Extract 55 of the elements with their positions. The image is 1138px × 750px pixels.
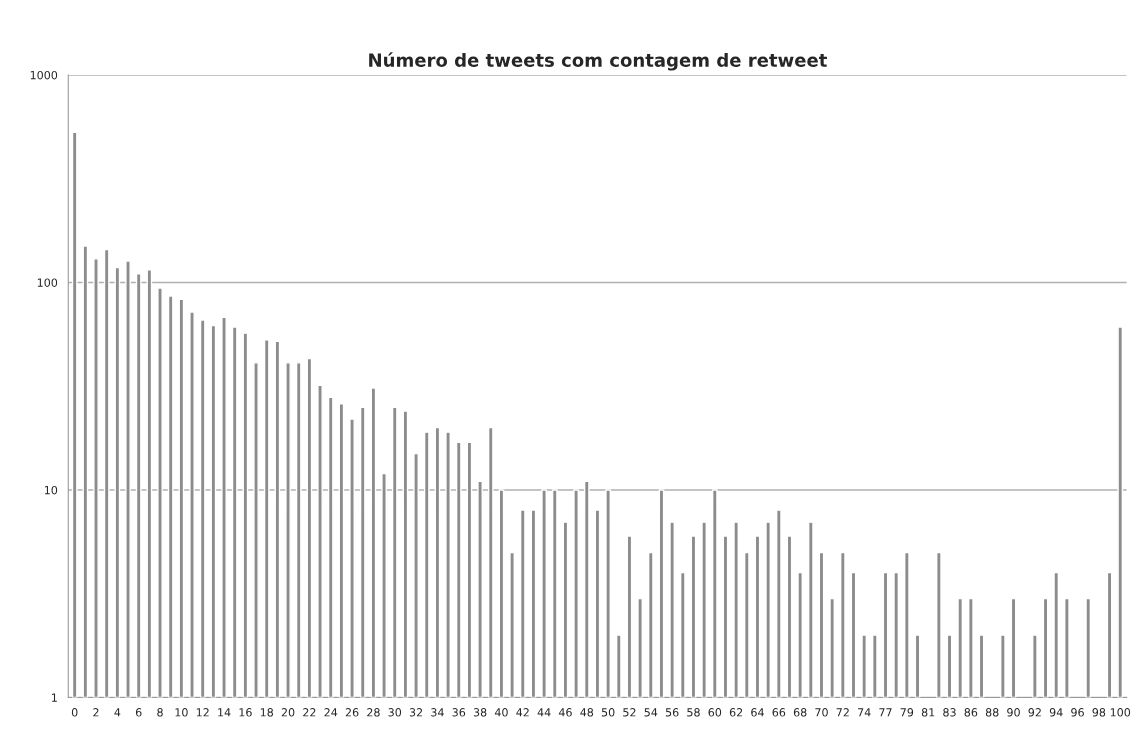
x-tick-label: 26	[345, 708, 359, 717]
x-tick-label: 46	[558, 708, 572, 717]
x-tick-label: 20	[281, 708, 295, 717]
x-tick-label: 68	[793, 708, 807, 717]
x-tick-label: 81	[921, 708, 935, 717]
y-tick-label: 10	[44, 485, 58, 495]
x-tick-label: 48	[580, 708, 594, 717]
x-tick-label: 90	[1007, 708, 1020, 717]
x-tick-label: 70	[815, 708, 828, 717]
x-tick-label: 18	[260, 708, 274, 717]
x-tick-label: 58	[687, 708, 700, 717]
x-tick-label: 42	[516, 708, 529, 717]
x-tick-label: 60	[708, 708, 722, 717]
x-tick-label: 66	[772, 708, 786, 717]
x-tick-label: 8	[157, 708, 163, 717]
x-tick-label: 94	[1049, 708, 1063, 717]
x-tick-label: 64	[751, 708, 764, 717]
x-tick-label: 100	[1110, 708, 1131, 717]
x-tick-label: 6	[135, 708, 142, 717]
x-tick-label: 50	[601, 708, 615, 717]
x-tick-label: 2	[93, 708, 99, 717]
x-tick-label: 28	[367, 708, 380, 717]
x-tick-label: 38	[473, 708, 487, 717]
x-tick-label: 79	[900, 708, 914, 717]
x-tick-label: 62	[729, 708, 743, 717]
y-tick-label: 1000	[30, 70, 58, 80]
x-tick-label: 32	[409, 708, 423, 717]
x-tick-label: 36	[452, 708, 466, 717]
x-tick-label: 14	[218, 708, 231, 717]
x-tick-label: 44	[537, 708, 551, 717]
x-tick-label: 54	[644, 708, 658, 717]
x-tick-label: 72	[836, 708, 849, 717]
x-tick-label: 52	[623, 708, 636, 717]
x-tick-label: 16	[239, 708, 252, 717]
x-tick-label: 12	[196, 708, 209, 717]
x-tick-label: 96	[1071, 708, 1084, 717]
x-tick-label: 22	[303, 708, 316, 717]
x-tick-label: 77	[879, 708, 892, 717]
y-tick-label: 1	[52, 693, 57, 702]
x-tick-label: 4	[114, 708, 121, 717]
x-tick-label: 40	[494, 708, 508, 717]
x-tick-label: 86	[964, 708, 978, 717]
x-tick-label: 0	[71, 708, 78, 717]
x-tick-label: 34	[431, 708, 444, 717]
x-tick-label: 24	[324, 708, 338, 717]
x-tick-label: 30	[388, 708, 402, 717]
x-tick-label: 10	[175, 708, 188, 717]
x-tick-label: 56	[665, 708, 679, 717]
x-tick-label: 74	[858, 708, 871, 717]
x-tick-label: 88	[985, 708, 999, 717]
chart-title: Número de tweets com contagem de retweet	[369, 52, 827, 71]
x-tick-label: 98	[1092, 708, 1106, 717]
x-tick-label: 92	[1028, 708, 1041, 717]
y-tick-label: 100	[37, 278, 58, 287]
x-tick-label: 83	[943, 708, 956, 717]
